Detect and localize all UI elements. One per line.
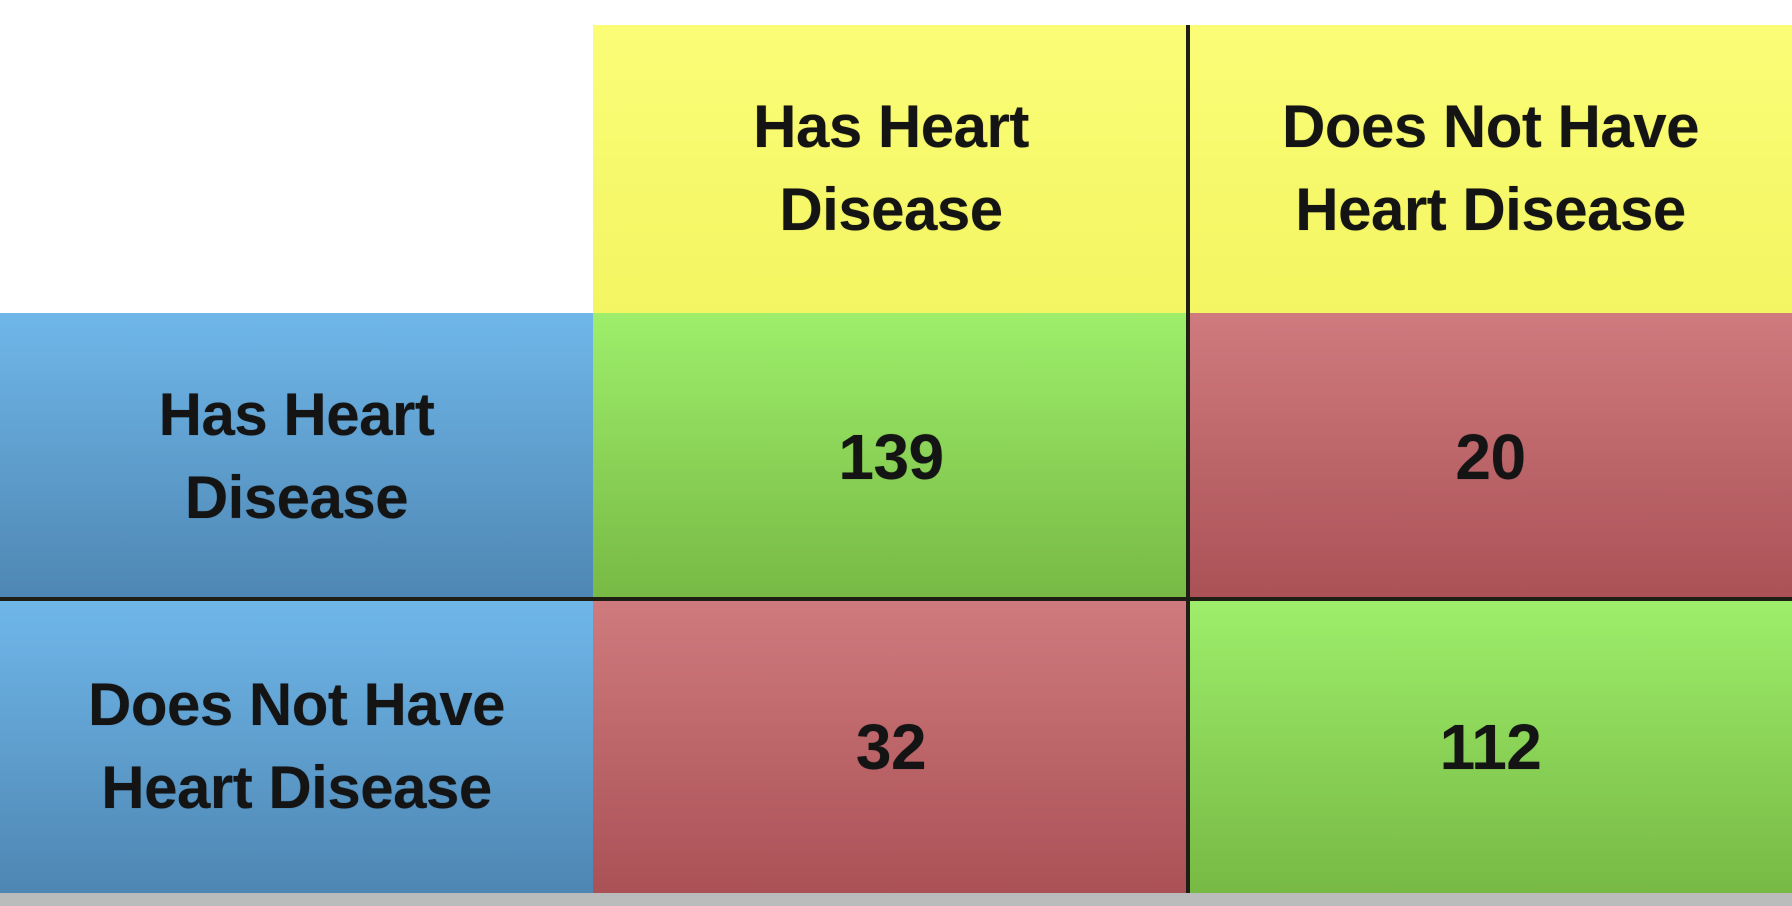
cell-false-positive: 32 — [593, 600, 1189, 893]
row-header-label-line: Disease — [184, 463, 409, 531]
column-header-no-heart-disease: Does Not Have Heart Disease — [1189, 25, 1792, 313]
column-header-label-line: Disease — [779, 176, 1003, 243]
column-header-label-line: Has Heart — [753, 93, 1029, 161]
bottom-gray-bar — [0, 893, 1792, 906]
column-header-has-heart-disease: Has Heart Disease — [593, 25, 1189, 313]
cell-value: 112 — [1439, 710, 1542, 783]
cell-value: 139 — [838, 420, 944, 493]
row-header-label-line: Does Not Have — [88, 670, 505, 738]
corner-empty-cell — [0, 0, 593, 313]
cell-value: 32 — [855, 710, 927, 783]
row-divider-line — [0, 597, 1792, 601]
column-header-label-line: Heart Disease — [1295, 176, 1686, 243]
column-header-label-line: Does Not Have — [1282, 93, 1699, 161]
cell-value: 20 — [1455, 420, 1526, 493]
row-header-has-heart-disease: Has Heart Disease — [0, 313, 593, 600]
cell-false-negative: 20 — [1189, 313, 1792, 600]
row-header-label-line: Has Heart — [158, 380, 435, 448]
row-header-no-heart-disease: Does Not Have Heart Disease — [0, 600, 593, 893]
column-divider-line — [1186, 25, 1190, 893]
row-header-label-line: Heart Disease — [101, 753, 492, 821]
cell-true-positive: 139 — [593, 313, 1189, 600]
cell-true-negative: 112 — [1189, 600, 1792, 893]
